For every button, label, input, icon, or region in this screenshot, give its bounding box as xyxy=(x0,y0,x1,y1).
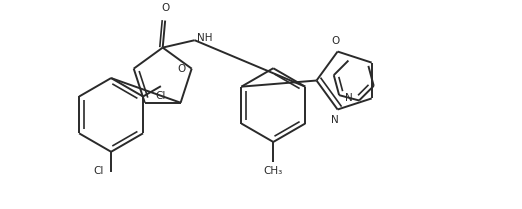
Text: Cl: Cl xyxy=(156,90,166,101)
Text: N: N xyxy=(345,93,353,103)
Text: N: N xyxy=(331,115,339,125)
Text: O: O xyxy=(161,3,169,13)
Text: CH₃: CH₃ xyxy=(264,166,283,176)
Text: O: O xyxy=(177,64,186,74)
Text: NH: NH xyxy=(197,33,212,43)
Text: O: O xyxy=(331,36,339,46)
Text: Cl: Cl xyxy=(93,166,104,176)
